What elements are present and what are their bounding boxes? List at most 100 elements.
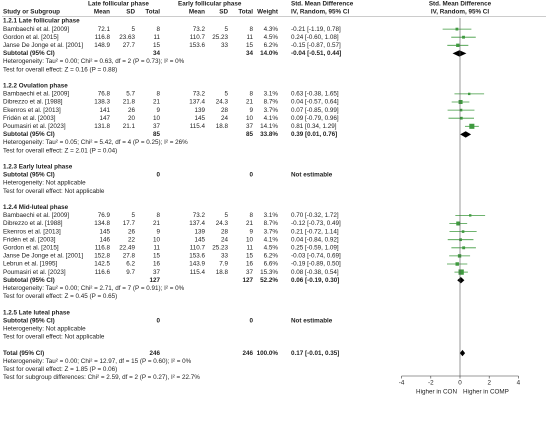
cell-weight: 52.2%: [260, 277, 278, 284]
cell-early-mean: 110.7: [190, 244, 206, 251]
cell-weight: 3.7%: [264, 107, 279, 114]
cell-weight: 14.1%: [260, 123, 278, 130]
cell-name: Dibrezzo et al. [1988]: [3, 99, 63, 106]
cell-late-mean: 147: [99, 115, 110, 122]
cell-early-total: 34: [246, 50, 254, 57]
cell-ci: 0.07 [-0.85, 0.99]: [291, 107, 339, 114]
cell-late-mean: 138.3: [94, 99, 110, 106]
cell-early-mean: 153.6: [189, 253, 205, 260]
study-square: [458, 269, 464, 275]
cell-weight: 6.2%: [264, 42, 279, 49]
cell-weight: 4.3%: [264, 26, 279, 33]
cell-name: Subtotal (95% CI): [3, 317, 55, 324]
cell-early-mean: 73.2: [193, 91, 206, 98]
cell-late-mean: 134.8: [94, 220, 110, 227]
x-tick-label: 2: [487, 380, 491, 387]
cell-ci: 0.25 [-0.59, 1.09]: [291, 244, 339, 251]
stat-note: Test for subgroup differences: Chi² = 2.…: [3, 374, 200, 381]
study-square: [469, 214, 472, 217]
cell-late-sd: 5: [131, 212, 135, 219]
cell-late-mean: 145: [99, 228, 110, 235]
cell-early-mean: 115.4: [190, 123, 206, 130]
cell-late-sd: 26: [128, 228, 136, 235]
cell-name: Gordon et al. [2015]: [3, 34, 59, 41]
stat-note: Heterogeneity: Not applicable: [3, 325, 86, 332]
stat-note: Test for overall effect: Z = 2.01 (P = 0…: [3, 147, 117, 154]
cell-early-total: 8: [249, 212, 253, 219]
cell-weight: 4.5%: [264, 34, 279, 41]
subgroup-title: 1.2.4 Mid-luteal phase: [3, 204, 69, 211]
cell-early-mean: 137.4: [189, 99, 205, 106]
cell-late-total: 11: [153, 244, 160, 251]
cell-late-total: 8: [156, 91, 160, 98]
subgroup-title: 1.2.5 Late luteal phase: [3, 309, 70, 316]
cell-ci: -0.19 [-0.89, 0.50]: [291, 261, 341, 268]
pooled-diamond: [457, 277, 465, 284]
cell-late-mean: 146: [99, 236, 110, 243]
cell-late-mean: 142.5: [94, 261, 110, 268]
cell-early-mean: 139: [194, 107, 205, 114]
plot-header: Std. Mean Difference: [429, 1, 492, 8]
cell-name: Fridén et al. [2003]: [3, 236, 56, 243]
subgroup-title: 1.2.3 Early luteal phase: [3, 163, 73, 170]
cell-late-sd: 17.7: [123, 220, 136, 227]
cell-ci: 0.06 [-0.19, 0.30]: [291, 277, 339, 284]
x-tick-label: 0: [458, 380, 462, 387]
cell-late-total: 15: [153, 42, 161, 49]
cell-weight: 33.8%: [260, 131, 278, 138]
cell-weight: 4.1%: [264, 115, 279, 122]
column-header: Mean: [94, 9, 110, 16]
cell-early-total: 21: [246, 99, 254, 106]
cell-early-total: 85: [246, 131, 254, 138]
cell-early-total: 0: [249, 172, 253, 179]
cell-weight: 8.7%: [264, 220, 279, 227]
pooled-diamond: [452, 50, 467, 57]
cell-early-sd: 33: [221, 253, 229, 260]
cell-weight: 3.1%: [264, 212, 279, 219]
cell-name: Poumasiri et al. [2023]: [3, 269, 66, 276]
cell-early-sd: 25.23: [212, 244, 228, 251]
cell-late-mean: 76.9: [98, 212, 111, 219]
plot-subheader: IV, Random, 95% CI: [431, 9, 489, 16]
cell-late-total: 85: [153, 131, 161, 138]
cell-early-sd: 28: [221, 228, 229, 235]
cell-late-mean: 148.9: [94, 42, 110, 49]
stat-note: Test for overall effect: Not applicable: [3, 188, 105, 195]
cell-early-sd: 28: [221, 107, 229, 114]
pooled-diamond: [459, 349, 466, 357]
cell-early-sd: 18.8: [216, 123, 229, 130]
cell-late-total: 34: [153, 50, 161, 57]
cell-late-total: 21: [153, 220, 161, 227]
stat-note: Test for overall effect: Z = 0.16 (P = 0…: [3, 66, 117, 73]
subgroup-title: 1.2.2 Ovulation phase: [3, 82, 68, 89]
cell-late-sd: 27.8: [123, 253, 136, 260]
subgroup-title: 1.2.1 Late follicular phase: [3, 18, 80, 25]
cell-late-sd: 5: [131, 26, 135, 33]
cell-ci: 0.04 [-0.57, 0.64]: [291, 99, 339, 106]
study-square: [468, 92, 471, 96]
cell-late-sd: 22.49: [119, 244, 135, 251]
cell-ci: 0.63 [-0.38, 1.65]: [291, 91, 339, 98]
study-square: [456, 221, 461, 226]
cell-late-total: 11: [153, 34, 160, 41]
cell-early-mean: 139: [194, 228, 205, 235]
study-square: [459, 116, 463, 120]
cell-early-total: 37: [246, 269, 254, 276]
cell-early-mean: 73.2: [193, 212, 206, 219]
cell-name: Fridén et al. [2003]: [3, 115, 56, 122]
cell-weight: 15.3%: [260, 269, 278, 276]
cell-late-mean: 76.8: [98, 91, 111, 98]
cell-late-mean: 116.8: [95, 34, 111, 41]
cell-weight: 4.5%: [264, 244, 279, 251]
study-square: [461, 230, 465, 233]
cell-early-sd: 24: [221, 115, 229, 122]
cell-name: Bambaechi et al. [2009]: [3, 91, 69, 98]
cell-early-total: 11: [246, 244, 253, 251]
column-header: Total: [238, 9, 253, 16]
cell-late-sd: 22: [128, 236, 136, 243]
group-header: Late follicular phase: [88, 1, 149, 8]
cell-late-total: 15: [153, 253, 161, 260]
cell-early-total: 16: [246, 261, 254, 268]
cell-name: Subtotal (95% CI): [3, 131, 55, 138]
